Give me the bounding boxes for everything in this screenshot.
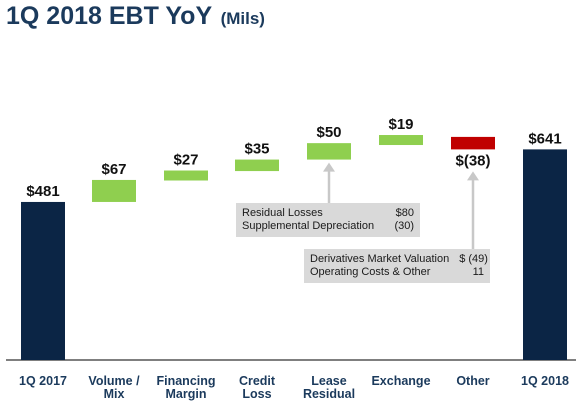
bar-7 bbox=[523, 149, 567, 360]
category-label-5-0: Exchange bbox=[371, 374, 430, 388]
callout-value: (30) bbox=[394, 220, 414, 232]
callout-row: Operating Costs & Other 11 bbox=[310, 266, 484, 279]
category-label-3-1: Loss bbox=[242, 387, 271, 401]
bar-3 bbox=[235, 159, 279, 172]
callout-label: Supplemental Depreciation bbox=[242, 220, 375, 232]
chart-title: 1Q 2018 EBT YoY bbox=[6, 2, 213, 30]
value-label-3: $35 bbox=[244, 141, 269, 158]
other-callout: Derivatives Market Valuation $ (49) Oper… bbox=[304, 249, 490, 283]
value-label-5: $19 bbox=[388, 116, 413, 133]
lease-residual-arrow-head bbox=[323, 162, 335, 172]
category-label-3-0: Credit bbox=[239, 374, 276, 388]
callout-value: 11 bbox=[472, 266, 484, 278]
lease-residual-callout: Residual Losses $80 Supplemental Depreci… bbox=[236, 203, 420, 237]
callout-row: Derivatives Market Valuation $ (49) bbox=[310, 253, 488, 266]
category-label-4-0: Lease bbox=[311, 374, 346, 388]
bar-1 bbox=[92, 179, 136, 202]
chart-title-units: (Mils) bbox=[220, 9, 265, 28]
callout-label: Derivatives Market Valuation bbox=[310, 253, 450, 265]
bar-5 bbox=[379, 135, 423, 146]
callout-row: Supplemental Depreciation (30) bbox=[242, 220, 414, 233]
category-label-2-0: Financing bbox=[156, 374, 215, 388]
value-label-1: $67 bbox=[101, 161, 126, 178]
other-arrow-head bbox=[467, 171, 479, 181]
value-label-2: $27 bbox=[173, 152, 198, 169]
category-label-7-0: 1Q 2018 bbox=[521, 374, 569, 388]
value-label-4: $50 bbox=[316, 124, 341, 141]
bar-4 bbox=[307, 143, 351, 160]
category-label-2-1: Margin bbox=[166, 387, 207, 401]
category-label-0-0: 1Q 2017 bbox=[19, 374, 67, 388]
value-label-0: $481 bbox=[26, 183, 59, 200]
bar-6 bbox=[451, 136, 495, 150]
callout-value: $80 bbox=[395, 207, 414, 219]
bar-0 bbox=[21, 201, 65, 360]
bar-2 bbox=[164, 170, 208, 181]
value-label-7: $641 bbox=[528, 130, 561, 147]
callout-value: $ (49) bbox=[459, 253, 488, 265]
category-label-1-1: Mix bbox=[104, 387, 125, 401]
category-label-1-0: Volume / bbox=[88, 374, 140, 388]
callout-label: Operating Costs & Other bbox=[310, 266, 431, 278]
page-title: 1Q 2018 EBT YoY (Mils) bbox=[6, 2, 265, 31]
category-label-6-0: Other bbox=[456, 374, 489, 388]
value-label-6: $(38) bbox=[455, 152, 490, 169]
callout-row: Residual Losses $80 bbox=[242, 207, 414, 220]
category-label-4-1: Residual bbox=[303, 387, 355, 401]
callout-label: Residual Losses bbox=[242, 207, 323, 219]
